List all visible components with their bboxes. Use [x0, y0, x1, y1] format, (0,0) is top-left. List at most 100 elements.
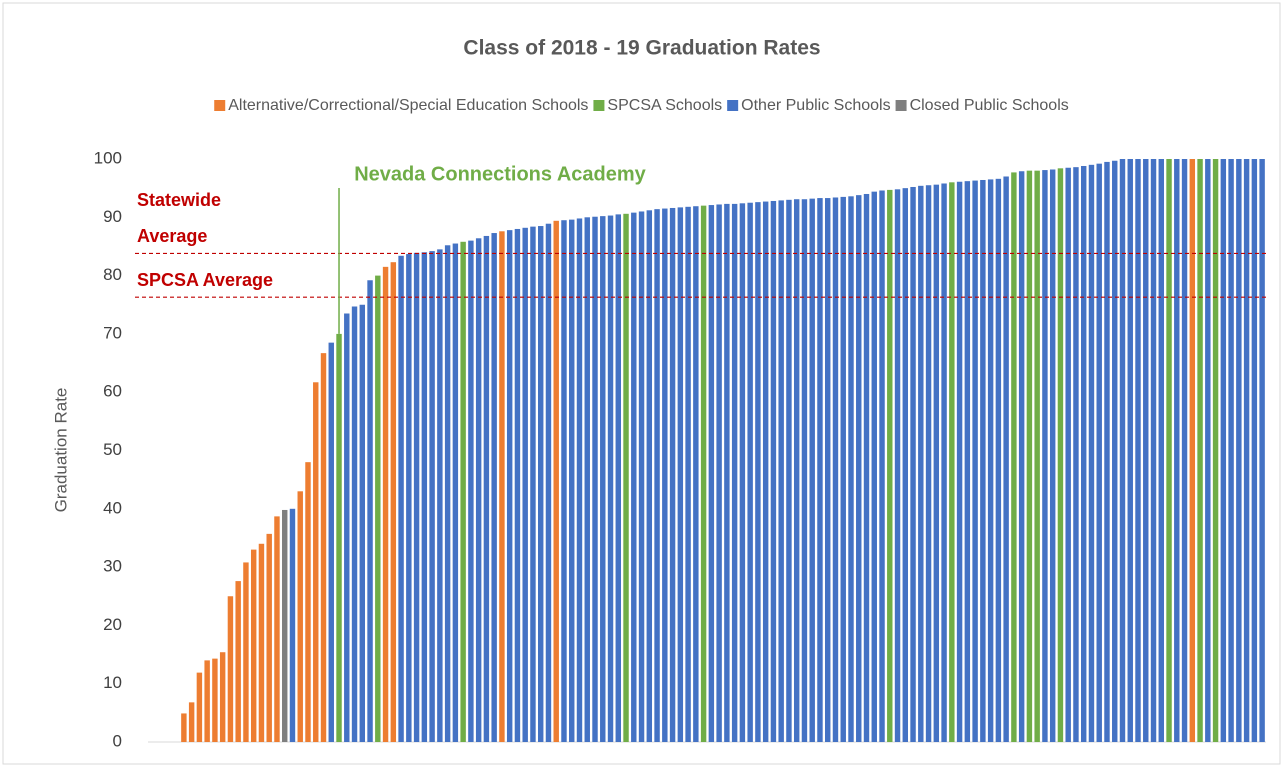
- bar: [444, 245, 451, 742]
- bar: [677, 207, 684, 742]
- bar: [375, 275, 381, 742]
- bar: [382, 266, 389, 742]
- bar: [243, 562, 249, 742]
- bar: [987, 179, 994, 742]
- bar: [693, 206, 699, 742]
- legend-label: Closed Public Schools: [910, 97, 1069, 114]
- bar: [1220, 159, 1227, 742]
- bar: [235, 581, 241, 742]
- bar: [762, 201, 769, 742]
- bar: [809, 198, 815, 743]
- bar: [576, 218, 583, 742]
- bar: [250, 549, 257, 742]
- bar: [553, 220, 559, 743]
- bar: [390, 262, 397, 742]
- bar: [949, 182, 955, 742]
- bar: [266, 533, 272, 742]
- bar: [933, 184, 940, 743]
- bar: [646, 210, 653, 742]
- bar: [793, 199, 800, 743]
- bar: [840, 196, 846, 742]
- legend-label: SPCSA Schools: [607, 97, 722, 114]
- y-tick-label: 90: [103, 207, 122, 226]
- bar: [1011, 172, 1017, 742]
- bar: [328, 342, 334, 742]
- bar: [1236, 159, 1242, 742]
- y-tick-label: 40: [103, 498, 122, 517]
- bar: [1212, 159, 1219, 742]
- bar: [545, 223, 552, 742]
- bar: [662, 208, 668, 742]
- bar: [1197, 159, 1203, 742]
- bar: [786, 199, 792, 742]
- bar: [537, 226, 544, 743]
- bar: [181, 713, 187, 742]
- bar: [631, 212, 637, 743]
- reference-label: Average: [137, 226, 207, 246]
- bar: [817, 198, 823, 742]
- bar: [1073, 167, 1079, 743]
- bar: [724, 203, 730, 743]
- bar: [887, 189, 893, 743]
- y-tick-label: 0: [113, 731, 122, 750]
- bar: [351, 306, 358, 742]
- bar: [894, 189, 901, 743]
- bar: [739, 203, 746, 743]
- bar: [1057, 168, 1064, 742]
- legend-swatch: [593, 100, 605, 111]
- bar: [452, 243, 459, 742]
- bar: [995, 178, 1002, 742]
- bar: [196, 672, 203, 742]
- bar: [1259, 159, 1265, 742]
- bar: [1174, 159, 1180, 742]
- bar: [1189, 159, 1196, 742]
- bar: [1251, 159, 1258, 742]
- bar: [468, 240, 474, 742]
- bar: [1104, 161, 1110, 743]
- bar: [1143, 159, 1149, 742]
- bar: [910, 186, 916, 742]
- bar: [297, 491, 303, 742]
- y-tick-label: 30: [103, 557, 122, 576]
- bar: [219, 652, 226, 742]
- bar: [956, 181, 963, 742]
- bar: [669, 207, 676, 743]
- bar: [344, 313, 350, 742]
- legend-label: Other Public Schools: [741, 97, 890, 114]
- bar: [832, 197, 839, 742]
- bar: [359, 304, 366, 742]
- bar: [1042, 170, 1048, 742]
- bar: [1034, 170, 1040, 742]
- y-tick-label: 100: [94, 148, 122, 167]
- bar: [561, 220, 567, 743]
- bar: [437, 249, 443, 743]
- reference-label: Statewide: [137, 190, 221, 210]
- bar: [406, 254, 412, 743]
- bar: [918, 185, 924, 742]
- bar: [305, 462, 311, 742]
- bar: [367, 280, 373, 742]
- bar: [1088, 164, 1095, 742]
- bar: [188, 702, 195, 742]
- chart-title: Class of 2018 - 19 Graduation Rates: [463, 37, 820, 60]
- bar: [514, 228, 521, 742]
- bar: [879, 190, 885, 742]
- bar: [227, 596, 234, 742]
- bar: [421, 252, 428, 742]
- bar: [475, 238, 482, 742]
- bar: [700, 205, 707, 742]
- bar: [1049, 169, 1056, 742]
- bar: [1127, 159, 1133, 742]
- bar: [778, 200, 784, 742]
- bar: [685, 206, 691, 742]
- bar: [708, 205, 715, 742]
- legend-label: Alternative/Correctional/Special Educati…: [228, 97, 588, 114]
- bar: [856, 195, 862, 742]
- y-tick-label: 80: [103, 265, 122, 284]
- bar: [1158, 159, 1164, 742]
- bar: [1003, 176, 1009, 743]
- bar: [336, 333, 342, 742]
- bar: [825, 198, 831, 742]
- bar: [871, 191, 877, 742]
- bar: [1119, 159, 1126, 742]
